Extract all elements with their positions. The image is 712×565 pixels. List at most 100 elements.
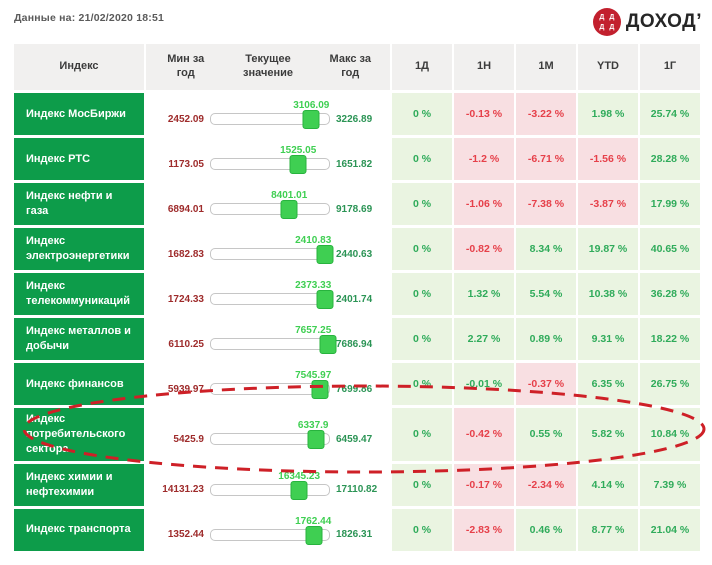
slider-thumb (307, 430, 325, 450)
pct-cell-y1: 26.75 % (640, 363, 700, 405)
slider-track (210, 248, 330, 260)
pct-cell-m1: -0.37 % (516, 363, 576, 405)
range-cell: 1724.33 2373.33 2401.74 (146, 273, 390, 315)
indices-table: Индекс Мин за год Текущее значение Макс за … (14, 44, 700, 551)
min-value: 5939.97 (167, 383, 204, 395)
max-value: 2401.74 (336, 293, 373, 305)
slider-track (210, 113, 330, 125)
index-row-label[interactable]: Индекс телекоммуникаций (14, 273, 144, 315)
range-cell: 1682.83 2410.83 2440.63 (146, 228, 390, 270)
column-header-ytd: YTD (578, 44, 638, 90)
pct-cell-ytd: 9.31 % (578, 318, 638, 360)
current-value: 7545.97 (295, 370, 332, 381)
pct-cell-d1: 0 % (392, 508, 452, 551)
min-value: 14131.23 (162, 484, 204, 496)
pct-cell-w1: -0.82 % (454, 228, 514, 270)
column-header-index: Индекс (14, 44, 144, 90)
pct-cell-y1: 25.74 % (640, 93, 700, 135)
pct-cell-m1: -7.38 % (516, 183, 576, 225)
pct-cell-w1: -2.83 % (454, 508, 514, 551)
min-value: 6894.01 (167, 203, 204, 215)
slider-track (210, 158, 330, 170)
current-value: 1525.05 (280, 145, 317, 156)
range-cell: 6894.01 8401.01 9178.69 (146, 183, 390, 225)
pct-cell-d1: 0 % (392, 463, 452, 506)
pct-cell-w1: -0.01 % (454, 363, 514, 405)
index-row-label[interactable]: Индекс финансов (14, 363, 144, 405)
pct-cell-d1: 0 % (392, 228, 452, 270)
min-value: 1724.33 (167, 293, 204, 305)
max-value: 9178.69 (336, 203, 373, 215)
current-value: 3106.09 (293, 100, 330, 111)
slider-track (210, 483, 330, 496)
range-slider: 3106.09 (210, 100, 330, 129)
current-value: 1762.44 (295, 515, 332, 527)
column-header-current: Текущее значение (243, 53, 293, 79)
pct-cell-m1: 0.55 % (516, 408, 576, 461)
slider-thumb (305, 525, 323, 545)
pct-cell-ytd: 8.77 % (578, 508, 638, 551)
range-cell: 6110.25 7657.25 7686.94 (146, 318, 390, 360)
pct-cell-d1: 0 % (392, 183, 452, 225)
range-slider: 7657.25 (210, 325, 337, 354)
slider-thumb (316, 290, 334, 309)
column-header-range: Мин за год Текущее значение Макс за год (146, 44, 390, 90)
max-value: 3226.89 (336, 113, 373, 125)
pct-cell-m1: 0.89 % (516, 318, 576, 360)
column-header-y1: 1Г (640, 44, 700, 90)
pct-cell-m1: -2.34 % (516, 463, 576, 506)
column-header-min: Мин за год (167, 53, 205, 79)
current-value: 2373.33 (295, 280, 332, 291)
range-cell: 5425.9 6337.9 6459.47 (146, 408, 390, 461)
pct-cell-m1: -3.22 % (516, 93, 576, 135)
pct-cell-m1: -6.71 % (516, 138, 576, 180)
slider-track (210, 293, 330, 305)
min-value: 1352.44 (167, 529, 204, 541)
index-row-label[interactable]: Индекс потребительского сектора (14, 408, 144, 461)
max-value: 2440.63 (336, 248, 373, 260)
pct-cell-d1: 0 % (392, 363, 452, 405)
range-slider: 2410.83 (210, 235, 334, 264)
logo-letter: Д (609, 23, 615, 31)
pct-cell-y1: 7.39 % (640, 463, 700, 506)
pct-cell-d1: 0 % (392, 93, 452, 135)
pct-cell-w1: 1.32 % (454, 273, 514, 315)
slider-track (210, 338, 330, 350)
column-header-m1: 1М (516, 44, 576, 90)
pct-cell-ytd: 5.82 % (578, 408, 638, 461)
min-value: 6110.25 (168, 338, 204, 350)
current-value: 7657.25 (295, 325, 332, 336)
slider-thumb (302, 110, 320, 129)
index-row-label[interactable]: Индекс металлов и добычи (14, 318, 144, 360)
current-value: 2410.83 (295, 235, 332, 246)
range-cell: 1352.44 1762.44 1826.31 (146, 508, 390, 551)
index-row-label[interactable]: Индекс транспорта (14, 508, 144, 551)
slider-thumb (289, 155, 307, 174)
pct-cell-d1: 0 % (392, 138, 452, 180)
max-value: 7686.94 (336, 338, 373, 350)
range-slider: 16345.23 (210, 471, 330, 500)
current-value: 8401.01 (271, 190, 308, 201)
pct-cell-y1: 28.28 % (640, 138, 700, 180)
column-header-max: Макс за год (329, 53, 371, 79)
current-value: 16345.23 (278, 470, 321, 482)
max-value: 1651.82 (336, 158, 373, 170)
pct-cell-ytd: 4.14 % (578, 463, 638, 506)
index-row-label[interactable]: Индекс МосБиржи (14, 93, 144, 135)
slider-track (210, 528, 330, 541)
range-slider: 8401.01 (210, 190, 330, 219)
pct-cell-ytd: 19.87 % (578, 228, 638, 270)
index-row-label[interactable]: Индекс химии и нефтехимии (14, 463, 144, 506)
pct-cell-y1: 10.84 % (640, 408, 700, 461)
index-row-label[interactable]: Индекс нефти и газа (14, 183, 144, 225)
pct-cell-w1: -1.2 % (454, 138, 514, 180)
range-cell: 5939.97 7545.97 7699.86 (146, 363, 390, 405)
slider-thumb (290, 480, 308, 500)
pct-cell-y1: 18.22 % (640, 318, 700, 360)
index-row-label[interactable]: Индекс РТС (14, 138, 144, 180)
logo-letter: Д (599, 23, 605, 31)
index-row-label[interactable]: Индекс электроэнергетики (14, 228, 144, 270)
pct-cell-d1: 0 % (392, 273, 452, 315)
